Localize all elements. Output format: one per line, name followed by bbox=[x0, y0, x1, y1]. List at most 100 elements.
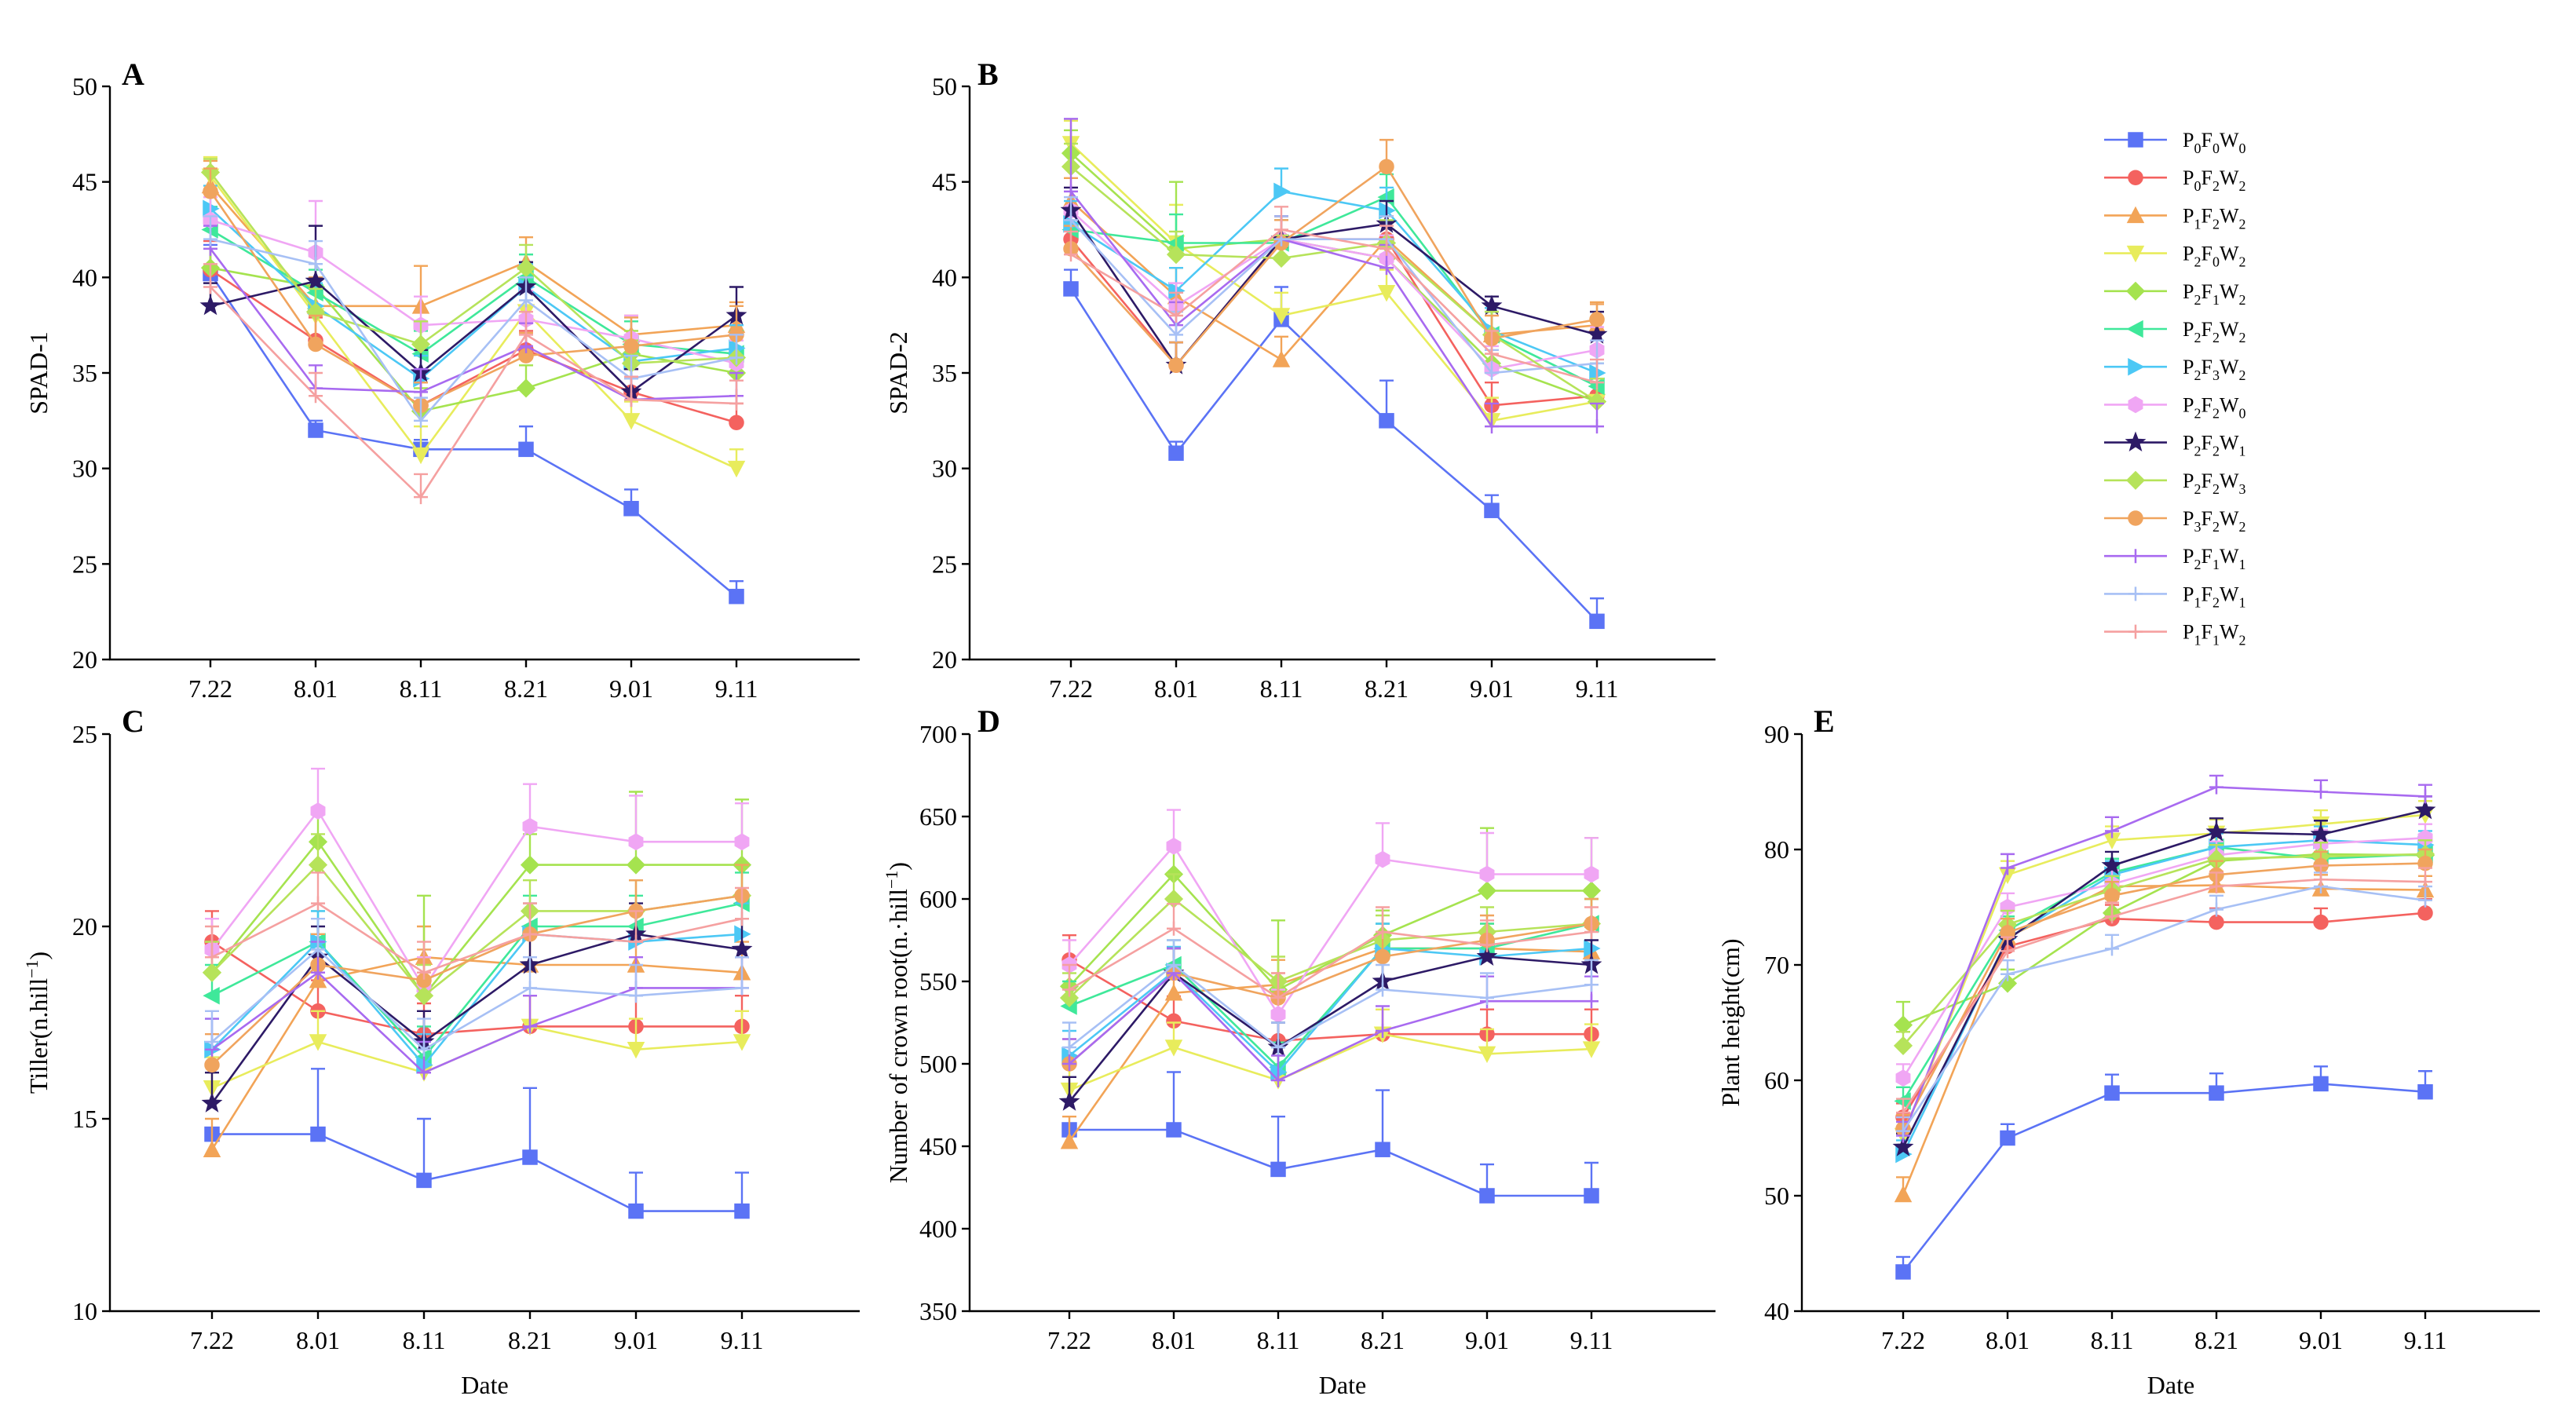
series-P2F2W1 bbox=[1060, 186, 1608, 374]
y-axis-label: SPAD-2 bbox=[884, 331, 912, 415]
y-tick-label: 30 bbox=[72, 455, 97, 483]
data-point bbox=[1271, 248, 1292, 269]
y-tick-label: 650 bbox=[919, 802, 957, 831]
series-line bbox=[211, 1025, 743, 1089]
data-point bbox=[1589, 312, 1605, 327]
x-tick-label: 7.22 bbox=[1881, 1326, 1925, 1354]
error-bar bbox=[1064, 118, 1078, 192]
series-line bbox=[1069, 963, 1592, 1049]
legend-swatch-marker bbox=[2128, 624, 2143, 639]
series-P2F3W2 bbox=[1063, 167, 1606, 382]
panel-b-spad2: B 20 25 30 35 40 45 50 7.22 8.01 8.11 8.21 9.01 9.11… bbox=[884, 57, 1716, 703]
data-point bbox=[1058, 1091, 1080, 1111]
legend-label: P2F1W1 bbox=[2183, 545, 2245, 572]
series-line bbox=[1070, 210, 1598, 371]
data-point bbox=[205, 1035, 219, 1049]
axis-lines bbox=[108, 86, 860, 661]
series-P2F0W2 bbox=[1060, 1008, 1601, 1100]
data-point bbox=[2001, 944, 2015, 959]
series-line bbox=[1069, 1128, 1591, 1197]
series-P3F2W2 bbox=[1895, 848, 2433, 1137]
y-tick-label: 50 bbox=[1764, 1182, 1789, 1210]
data-point bbox=[414, 986, 434, 1006]
x-tick-label: 9.01 bbox=[1470, 674, 1514, 703]
y-tick-label: 550 bbox=[919, 967, 957, 996]
data-point bbox=[2418, 789, 2432, 804]
data-point bbox=[2310, 823, 2332, 844]
series-P1F2W1 bbox=[205, 918, 749, 1057]
series-P1F1W2 bbox=[1064, 206, 1604, 390]
data-point bbox=[311, 942, 325, 957]
data-point bbox=[622, 413, 641, 430]
data-point bbox=[735, 981, 749, 996]
data-point bbox=[1166, 245, 1186, 265]
panel-letter-c: C bbox=[122, 703, 144, 739]
data-point bbox=[1270, 1006, 1286, 1023]
series-line bbox=[211, 902, 743, 974]
series-line bbox=[1902, 885, 2426, 1132]
y-tick-label: 350 bbox=[919, 1297, 957, 1325]
data-point bbox=[1584, 925, 1599, 939]
series-line bbox=[212, 1133, 742, 1212]
data-point bbox=[2000, 1130, 2015, 1146]
series-line bbox=[210, 286, 737, 499]
x-tick-label: 8.11 bbox=[403, 1326, 446, 1354]
legend-label: P2F0W2 bbox=[2183, 243, 2245, 270]
legend-swatch-marker bbox=[2128, 170, 2143, 185]
data-point bbox=[310, 802, 326, 820]
series-P2F2W1 bbox=[1892, 795, 2436, 1156]
data-point bbox=[2205, 820, 2227, 842]
y-axis-label: SPAD-1 bbox=[24, 331, 53, 415]
series-P2F1W1 bbox=[205, 941, 749, 1080]
panel-letter-a: A bbox=[122, 57, 144, 92]
data-point bbox=[2209, 780, 2223, 795]
data-point bbox=[203, 184, 218, 199]
series-line bbox=[210, 238, 737, 422]
series-P0F0W0 bbox=[1063, 269, 1605, 630]
data-point bbox=[1164, 984, 1183, 1001]
data-point bbox=[1376, 1024, 1390, 1038]
y-tick-label: 70 bbox=[1764, 951, 1789, 979]
y-tick-label: 15 bbox=[72, 1105, 97, 1133]
y-tick-label: 35 bbox=[72, 359, 97, 387]
data-point bbox=[2313, 1076, 2329, 1092]
series-line bbox=[1902, 853, 2426, 1047]
legend-item-P3F2W2: P3F2W2 bbox=[2104, 507, 2245, 535]
data-point bbox=[2314, 784, 2328, 799]
legend-item-P2F1W2: P2F1W2 bbox=[2104, 280, 2245, 308]
series-line bbox=[211, 941, 742, 1036]
series-line bbox=[1069, 288, 1598, 623]
series-P0F0W0 bbox=[1061, 1071, 1599, 1204]
x-tick-label: 8.21 bbox=[2194, 1326, 2238, 1354]
data-point bbox=[1589, 613, 1605, 630]
x-tick-label: 7.22 bbox=[188, 674, 232, 703]
series-line bbox=[1902, 846, 2426, 1102]
legend-swatch-marker bbox=[2128, 357, 2145, 376]
data-point bbox=[729, 396, 744, 411]
data-point bbox=[2209, 1085, 2224, 1101]
x-tick-label: 8.11 bbox=[400, 674, 443, 703]
x-axis-label: Date bbox=[2147, 1371, 2194, 1399]
data-point bbox=[518, 441, 534, 458]
data-point bbox=[2313, 914, 2329, 930]
legend-item-P0F2W2: P0F2W2 bbox=[2104, 166, 2245, 194]
legend-swatch-marker bbox=[2128, 396, 2143, 414]
data-point bbox=[1166, 1122, 1182, 1138]
data-point bbox=[203, 1140, 221, 1157]
series-line bbox=[210, 266, 737, 413]
series-P2F2W2 bbox=[1060, 897, 1599, 1076]
series-line bbox=[1902, 813, 2426, 1137]
series-P2F2W3 bbox=[200, 158, 747, 373]
x-tick-label: 8.21 bbox=[504, 674, 548, 703]
series-P1F1W2 bbox=[205, 871, 749, 980]
data-point bbox=[522, 1149, 538, 1165]
data-point bbox=[734, 833, 750, 851]
data-point bbox=[1272, 350, 1291, 367]
data-point bbox=[2101, 854, 2123, 875]
data-point bbox=[2417, 905, 2433, 921]
data-point bbox=[1059, 988, 1080, 1008]
x-tick-label: 8.01 bbox=[1152, 1326, 1196, 1354]
x-tick-label: 8.21 bbox=[508, 1326, 552, 1354]
error-bar bbox=[1376, 1089, 1390, 1150]
x-tick-label: 9.01 bbox=[609, 674, 653, 703]
